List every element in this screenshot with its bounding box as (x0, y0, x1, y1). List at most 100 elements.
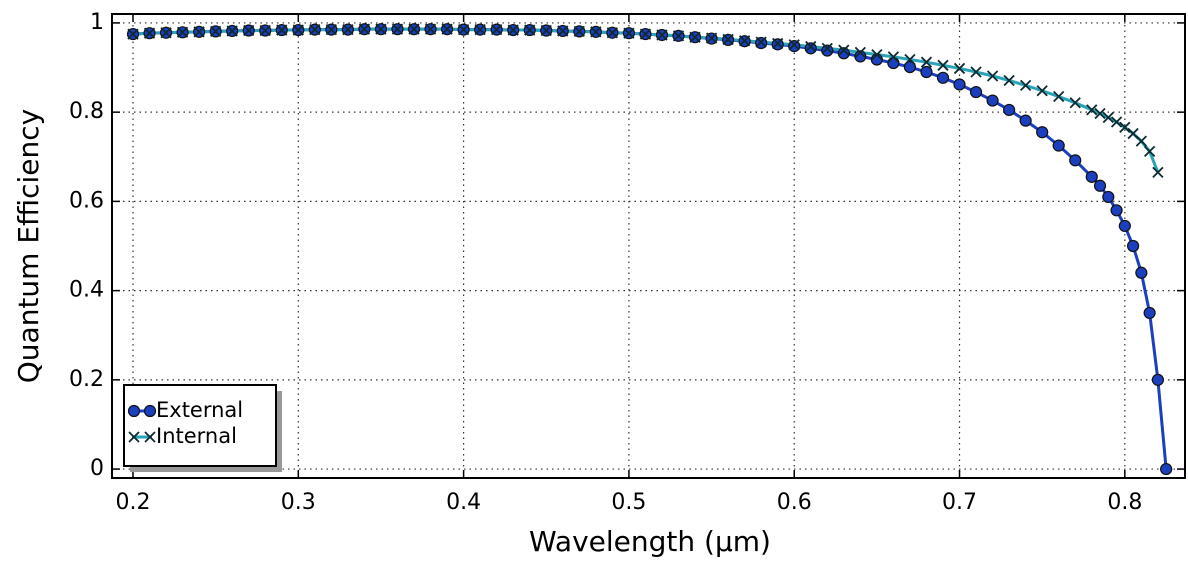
marker (1151, 373, 1164, 386)
marker (1118, 219, 1131, 233)
y-tick-label: 0.8 (69, 99, 104, 124)
marker (1143, 306, 1156, 320)
marker (953, 62, 966, 75)
marker (474, 23, 486, 36)
marker (507, 24, 519, 36)
marker (1053, 90, 1065, 103)
marker (804, 42, 817, 55)
marker (143, 404, 157, 418)
marker (1110, 116, 1123, 128)
x-tick-label: 0.8 (1107, 490, 1142, 515)
marker (623, 27, 635, 39)
marker (491, 23, 503, 36)
marker (854, 50, 867, 63)
marker (937, 59, 949, 71)
marker (1143, 145, 1156, 158)
marker (920, 65, 933, 79)
marker (276, 24, 288, 36)
marker (524, 24, 536, 36)
marker (342, 23, 354, 36)
marker (193, 26, 205, 38)
marker (606, 27, 619, 39)
marker (408, 23, 420, 35)
marker (821, 44, 834, 57)
marker (259, 24, 271, 37)
marker (1102, 111, 1114, 124)
marker (176, 26, 189, 38)
y-tick-label: 1 (90, 10, 104, 35)
marker (969, 85, 983, 99)
marker (1003, 103, 1016, 117)
marker (871, 48, 883, 61)
marker (903, 60, 917, 74)
marker (1094, 107, 1106, 120)
marker (557, 25, 569, 37)
marker (1135, 135, 1147, 147)
marker (1160, 462, 1173, 476)
marker (887, 56, 900, 70)
x-tick-label: 0.3 (281, 490, 316, 515)
y-axis-label: Quantum Efficiency (12, 109, 45, 383)
marker (837, 47, 850, 60)
marker (953, 78, 966, 91)
plot-frame (111, 13, 1186, 479)
marker (838, 44, 850, 56)
marker (1052, 139, 1065, 152)
marker (672, 30, 685, 42)
marker (772, 37, 784, 50)
marker (424, 23, 437, 35)
marker (457, 23, 470, 36)
x-tick-label: 0.2 (115, 490, 150, 515)
marker (309, 23, 321, 36)
x-tick-label: 0.7 (942, 490, 977, 515)
marker (1019, 114, 1032, 127)
marker (590, 26, 602, 38)
marker (722, 33, 734, 46)
marker (226, 25, 238, 37)
legend-box (123, 384, 277, 467)
marker (1093, 179, 1107, 192)
marker (936, 71, 950, 84)
legend-label: Internal (156, 424, 237, 448)
marker (1152, 166, 1164, 179)
marker (1086, 104, 1098, 116)
marker (144, 431, 156, 443)
marker (1102, 190, 1115, 204)
marker (656, 29, 668, 41)
marker (210, 25, 222, 38)
marker (904, 53, 916, 66)
marker (986, 70, 999, 82)
marker (1069, 97, 1081, 109)
marker (292, 24, 304, 36)
marker (705, 32, 718, 44)
series-line (132, 27, 1168, 470)
marker (821, 42, 833, 54)
marker (986, 94, 999, 107)
marker (375, 23, 387, 35)
series-line (132, 27, 1160, 173)
marker (1119, 121, 1131, 133)
marker (854, 46, 866, 59)
marker (540, 24, 552, 37)
marker (805, 40, 817, 53)
marker (788, 40, 801, 53)
marker (689, 31, 701, 43)
marker (128, 431, 140, 443)
marker (143, 27, 156, 39)
marker (1069, 154, 1082, 167)
marker (358, 23, 371, 35)
y-tick-label: 0.4 (69, 278, 104, 303)
marker (1135, 266, 1148, 279)
x-tick-label: 0.5 (611, 490, 646, 515)
y-tick-label: 0 (90, 456, 104, 481)
marker (160, 27, 172, 39)
marker (127, 28, 139, 40)
x-tick-label: 0.6 (777, 490, 812, 515)
marker (1036, 85, 1048, 97)
marker (243, 24, 255, 37)
marker (970, 66, 982, 78)
marker (1126, 239, 1140, 253)
x-tick-label: 0.4 (446, 490, 481, 515)
